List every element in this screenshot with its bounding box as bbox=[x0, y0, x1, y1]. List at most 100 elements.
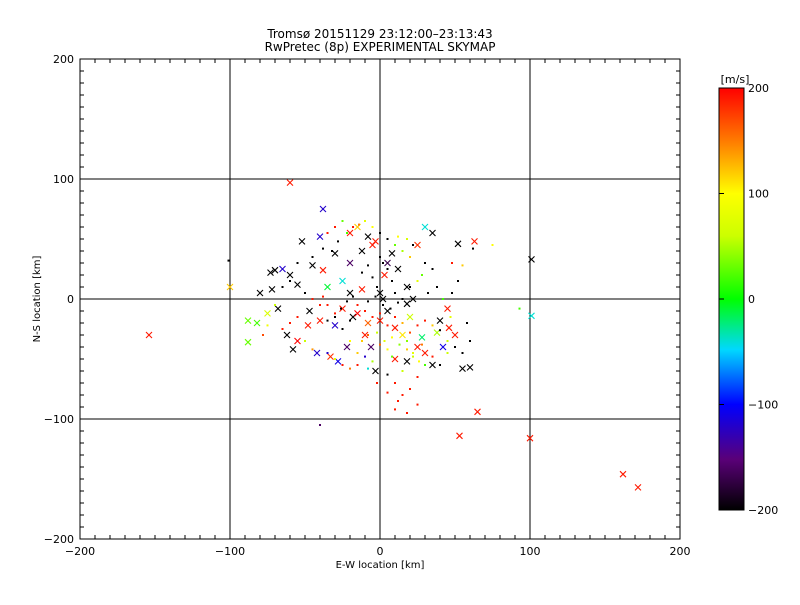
cross-marker bbox=[316, 317, 324, 324]
dot-marker bbox=[394, 292, 396, 294]
dot-marker bbox=[424, 319, 426, 322]
dot-marker bbox=[394, 316, 396, 318]
cross-marker bbox=[474, 408, 481, 416]
dot-marker bbox=[412, 352, 414, 354]
cross-marker bbox=[421, 349, 429, 357]
dot-marker bbox=[334, 226, 336, 228]
dot-marker bbox=[326, 304, 329, 306]
chart-subtitle: RwPretec (8p) EXPERIMENTAL SKYMAP bbox=[265, 40, 496, 54]
dot-marker bbox=[334, 358, 336, 360]
dot-marker bbox=[386, 268, 389, 270]
dot-marker bbox=[386, 238, 389, 240]
cross-marker bbox=[346, 259, 354, 267]
dot-marker bbox=[341, 220, 344, 222]
dot-marker bbox=[412, 355, 414, 358]
cross-marker bbox=[444, 305, 451, 312]
cross-marker bbox=[381, 271, 388, 279]
cross-marker bbox=[361, 331, 369, 339]
cross-marker bbox=[619, 470, 627, 478]
cross-marker bbox=[304, 322, 312, 329]
dot-marker bbox=[311, 298, 314, 300]
cross-marker bbox=[364, 233, 372, 240]
dot-marker bbox=[409, 331, 411, 334]
dot-marker bbox=[406, 348, 408, 351]
cross-marker bbox=[439, 343, 447, 351]
cross-marker bbox=[384, 259, 391, 267]
dot-marker bbox=[416, 280, 419, 282]
dot-marker bbox=[361, 340, 363, 342]
dot-marker bbox=[356, 304, 359, 306]
dot-marker bbox=[367, 334, 369, 336]
dot-marker bbox=[397, 301, 399, 304]
cross-marker bbox=[429, 229, 436, 237]
dot-marker bbox=[439, 364, 441, 366]
dot-marker bbox=[416, 403, 419, 406]
dot-marker bbox=[356, 352, 359, 354]
dot-marker bbox=[401, 394, 404, 396]
dot-marker bbox=[457, 280, 459, 282]
dot-marker bbox=[421, 274, 423, 276]
dot-marker bbox=[289, 280, 291, 282]
cross-marker bbox=[286, 271, 294, 279]
dot-marker bbox=[364, 355, 366, 358]
dot-marker bbox=[394, 408, 396, 411]
dot-marker bbox=[472, 247, 474, 250]
cross-marker bbox=[316, 233, 324, 240]
dot-marker bbox=[340, 307, 342, 310]
dot-marker bbox=[386, 324, 389, 327]
dot-marker bbox=[409, 388, 411, 390]
dot-marker bbox=[352, 295, 354, 298]
dot-marker bbox=[364, 220, 366, 222]
dot-marker bbox=[397, 235, 399, 238]
cross-marker bbox=[244, 338, 252, 346]
dot-marker bbox=[379, 343, 381, 346]
cross-marker bbox=[358, 286, 366, 293]
cross-marker bbox=[418, 334, 426, 341]
cross-marker bbox=[327, 353, 334, 360]
dot-marker bbox=[409, 256, 411, 258]
dot-marker bbox=[326, 319, 329, 322]
dot-marker bbox=[346, 300, 348, 303]
colorbar-label: [m/s] bbox=[721, 73, 750, 86]
dot-marker bbox=[326, 352, 329, 354]
dot-marker bbox=[446, 340, 449, 342]
dot-marker bbox=[349, 340, 351, 342]
dot-marker bbox=[406, 238, 408, 240]
cross-marker bbox=[364, 319, 372, 327]
dot-marker bbox=[361, 271, 363, 274]
cross-marker bbox=[528, 256, 535, 263]
dot-marker bbox=[319, 424, 321, 426]
dot-marker bbox=[442, 298, 444, 300]
dot-marker bbox=[334, 312, 336, 315]
x-tick-label: 100 bbox=[520, 545, 541, 558]
dot-marker bbox=[322, 247, 324, 250]
dot-marker bbox=[358, 223, 360, 226]
dot-marker bbox=[374, 295, 377, 298]
cross-marker bbox=[456, 432, 463, 440]
dot-marker bbox=[296, 262, 299, 264]
x-ticks: −200 −100 0 100 200 bbox=[65, 59, 691, 558]
cross-marker bbox=[372, 238, 379, 245]
cross-marker bbox=[339, 277, 346, 285]
cross-marker bbox=[298, 238, 306, 245]
dot-marker bbox=[352, 226, 354, 228]
cross-marker bbox=[358, 247, 366, 255]
dot-marker bbox=[394, 382, 396, 384]
dot-marker bbox=[409, 286, 411, 288]
dot-marker bbox=[424, 364, 426, 366]
dot-marker bbox=[334, 316, 336, 318]
cross-marker bbox=[526, 434, 534, 442]
y-tick-label: 100 bbox=[53, 173, 74, 186]
dot-marker bbox=[371, 276, 374, 279]
dot-marker bbox=[364, 310, 366, 312]
dot-marker bbox=[341, 364, 344, 366]
x-tick-label: −200 bbox=[65, 545, 95, 558]
dot-marker bbox=[304, 292, 306, 294]
x-tick-label: 200 bbox=[670, 545, 691, 558]
cross-marker bbox=[634, 484, 642, 491]
cross-marker bbox=[454, 240, 462, 248]
dot-marker bbox=[311, 348, 314, 351]
dot-marker bbox=[346, 232, 348, 234]
